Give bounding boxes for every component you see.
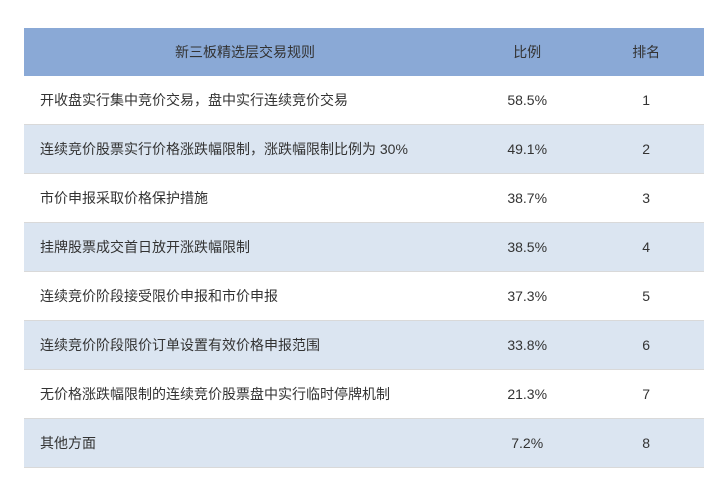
table-row: 其他方面 7.2% 8: [24, 419, 704, 468]
table-row: 无价格涨跌幅限制的连续竞价股票盘中实行临时停牌机制 21.3% 7: [24, 370, 704, 419]
table-row: 连续竞价阶段接受限价申报和市价申报 37.3% 5: [24, 272, 704, 321]
rules-table: 新三板精选层交易规则 比例 排名 开收盘实行集中竞价交易，盘中实行连续竞价交易 …: [24, 28, 704, 468]
rule-cell: 开收盘实行集中竞价交易，盘中实行连续竞价交易: [24, 76, 466, 125]
header-percentage: 比例: [466, 28, 588, 76]
pct-cell: 33.8%: [466, 321, 588, 370]
rank-cell: 1: [588, 76, 704, 125]
table-header-row: 新三板精选层交易规则 比例 排名: [24, 28, 704, 76]
pct-cell: 37.3%: [466, 272, 588, 321]
rule-cell: 无价格涨跌幅限制的连续竞价股票盘中实行临时停牌机制: [24, 370, 466, 419]
rank-cell: 4: [588, 223, 704, 272]
pct-cell: 49.1%: [466, 125, 588, 174]
rank-cell: 2: [588, 125, 704, 174]
rule-cell: 连续竞价股票实行价格涨跌幅限制，涨跌幅限制比例为 30%: [24, 125, 466, 174]
pct-cell: 58.5%: [466, 76, 588, 125]
pct-cell: 21.3%: [466, 370, 588, 419]
rule-cell: 挂牌股票成交首日放开涨跌幅限制: [24, 223, 466, 272]
pct-cell: 38.7%: [466, 174, 588, 223]
header-rank: 排名: [588, 28, 704, 76]
rank-cell: 8: [588, 419, 704, 468]
pct-cell: 38.5%: [466, 223, 588, 272]
rank-cell: 5: [588, 272, 704, 321]
table-body: 开收盘实行集中竞价交易，盘中实行连续竞价交易 58.5% 1 连续竞价股票实行价…: [24, 76, 704, 468]
table-row: 连续竞价股票实行价格涨跌幅限制，涨跌幅限制比例为 30% 49.1% 2: [24, 125, 704, 174]
table-row: 开收盘实行集中竞价交易，盘中实行连续竞价交易 58.5% 1: [24, 76, 704, 125]
rank-cell: 6: [588, 321, 704, 370]
table-row: 挂牌股票成交首日放开涨跌幅限制 38.5% 4: [24, 223, 704, 272]
header-rule: 新三板精选层交易规则: [24, 28, 466, 76]
rank-cell: 3: [588, 174, 704, 223]
pct-cell: 7.2%: [466, 419, 588, 468]
rule-cell: 其他方面: [24, 419, 466, 468]
rule-cell: 连续竞价阶段限价订单设置有效价格申报范围: [24, 321, 466, 370]
table-row: 市价申报采取价格保护措施 38.7% 3: [24, 174, 704, 223]
rank-cell: 7: [588, 370, 704, 419]
rule-cell: 连续竞价阶段接受限价申报和市价申报: [24, 272, 466, 321]
rule-cell: 市价申报采取价格保护措施: [24, 174, 466, 223]
table-row: 连续竞价阶段限价订单设置有效价格申报范围 33.8% 6: [24, 321, 704, 370]
